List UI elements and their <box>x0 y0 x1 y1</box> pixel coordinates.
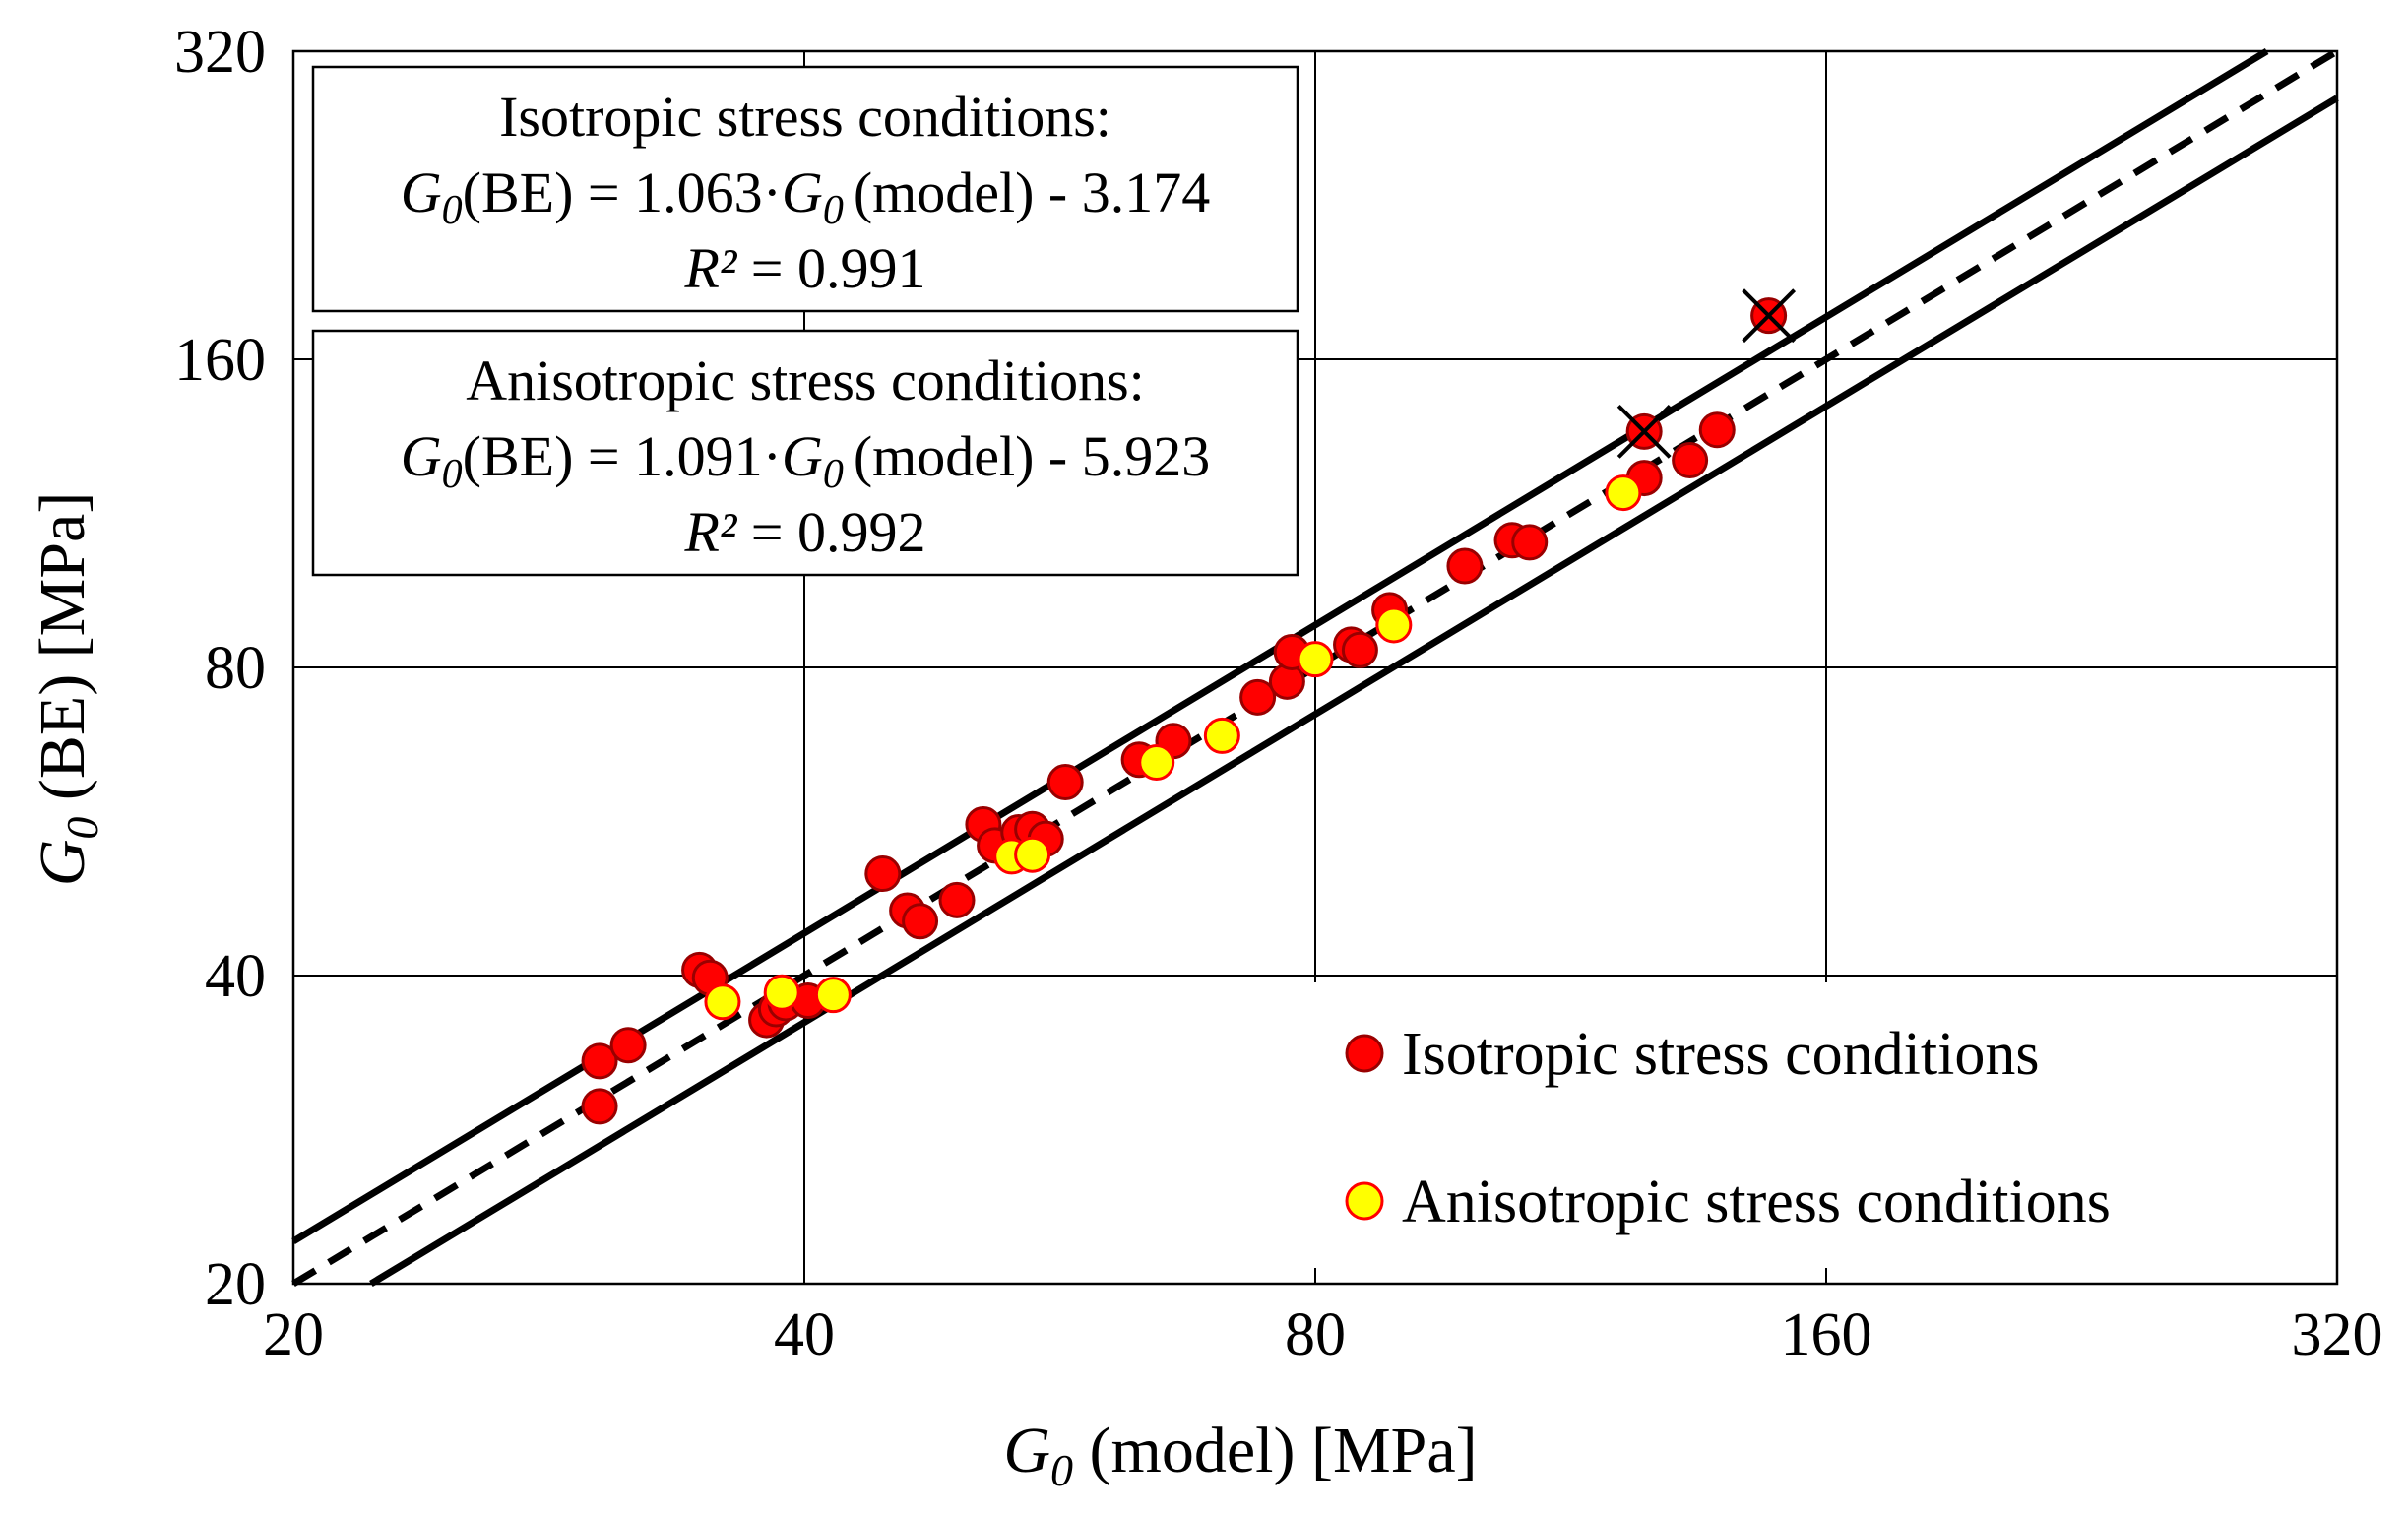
excluded-point-cross <box>1616 404 1672 459</box>
point-isotropic <box>581 1042 618 1080</box>
x-axis-title: G0 (model) [MPa] <box>1003 1415 1477 1495</box>
point-isotropic <box>1239 678 1277 716</box>
x-tick-label: 20 <box>263 1301 324 1368</box>
point-isotropic <box>1672 442 1709 479</box>
bound-line <box>369 95 2339 1287</box>
x-tick-label: 320 <box>2292 1301 2383 1368</box>
point-isotropic <box>1341 631 1378 668</box>
annotation-title: Anisotropic stress conditions: <box>466 348 1145 412</box>
point-anisotropic <box>1203 717 1240 754</box>
point-anisotropic <box>704 983 741 1021</box>
point-anisotropic <box>763 974 800 1011</box>
annotation-r2: R² = 0.991 <box>683 236 925 300</box>
annotation-r2: R² = 0.992 <box>683 500 925 564</box>
legend-label-isotropic: Isotropic stress conditions <box>1402 1021 2040 1088</box>
plot-frame <box>291 49 2339 1286</box>
point-isotropic <box>1511 524 1549 561</box>
point-isotropic <box>902 903 939 940</box>
x-tick-label: 80 <box>1285 1301 1346 1368</box>
point-isotropic <box>581 1088 618 1125</box>
annotation-equation: G0(BE) = 1.063·G0 (model) - 3.174 <box>401 160 1210 233</box>
legend-marker-isotropic <box>1345 1034 1384 1073</box>
point-anisotropic <box>1297 641 1334 678</box>
one-to-one-line <box>291 48 2339 1287</box>
point-anisotropic <box>814 977 852 1014</box>
point-isotropic <box>1446 547 1484 585</box>
point-anisotropic <box>1375 606 1413 644</box>
legend-label-anisotropic: Anisotropic stress conditions <box>1402 1169 2111 1235</box>
point-anisotropic <box>1138 744 1175 782</box>
point-isotropic <box>1046 764 1084 801</box>
point-isotropic <box>1698 411 1736 449</box>
excluded-point-cross <box>1742 288 1797 344</box>
annotation-box-isotropic: Isotropic stress conditions: G0(BE) = 1.… <box>311 65 1299 313</box>
point-isotropic <box>1268 663 1305 700</box>
annotation-equation: G0(BE) = 1.091·G0 (model) - 5.923 <box>401 424 1210 497</box>
point-isotropic <box>938 881 976 918</box>
legend: Isotropic stress conditions Anisotropic … <box>1301 982 2325 1268</box>
point-anisotropic <box>1605 474 1642 512</box>
x-tick-label: 160 <box>1781 1301 1872 1368</box>
y-tick-label: 320 <box>174 19 266 86</box>
annotation-title: Isotropic stress conditions: <box>499 85 1111 149</box>
tick-labels: 20 40 80 160 320 20 40 80 160 320 <box>174 19 2383 1368</box>
data-points <box>581 288 1797 1125</box>
y-axis-title: G0 (BE) [MPa] <box>27 492 107 887</box>
point-isotropic <box>864 855 902 893</box>
y-tick-label: 80 <box>205 635 266 702</box>
y-tick-label: 40 <box>205 943 266 1010</box>
point-anisotropic <box>1014 836 1051 873</box>
y-tick-label: 20 <box>205 1251 266 1318</box>
annotation-box-anisotropic: Anisotropic stress conditions: G0(BE) = … <box>311 329 1299 577</box>
point-isotropic <box>609 1027 647 1064</box>
legend-marker-anisotropic <box>1345 1181 1384 1221</box>
x-tick-label: 40 <box>774 1301 835 1368</box>
y-tick-label: 160 <box>174 327 266 394</box>
